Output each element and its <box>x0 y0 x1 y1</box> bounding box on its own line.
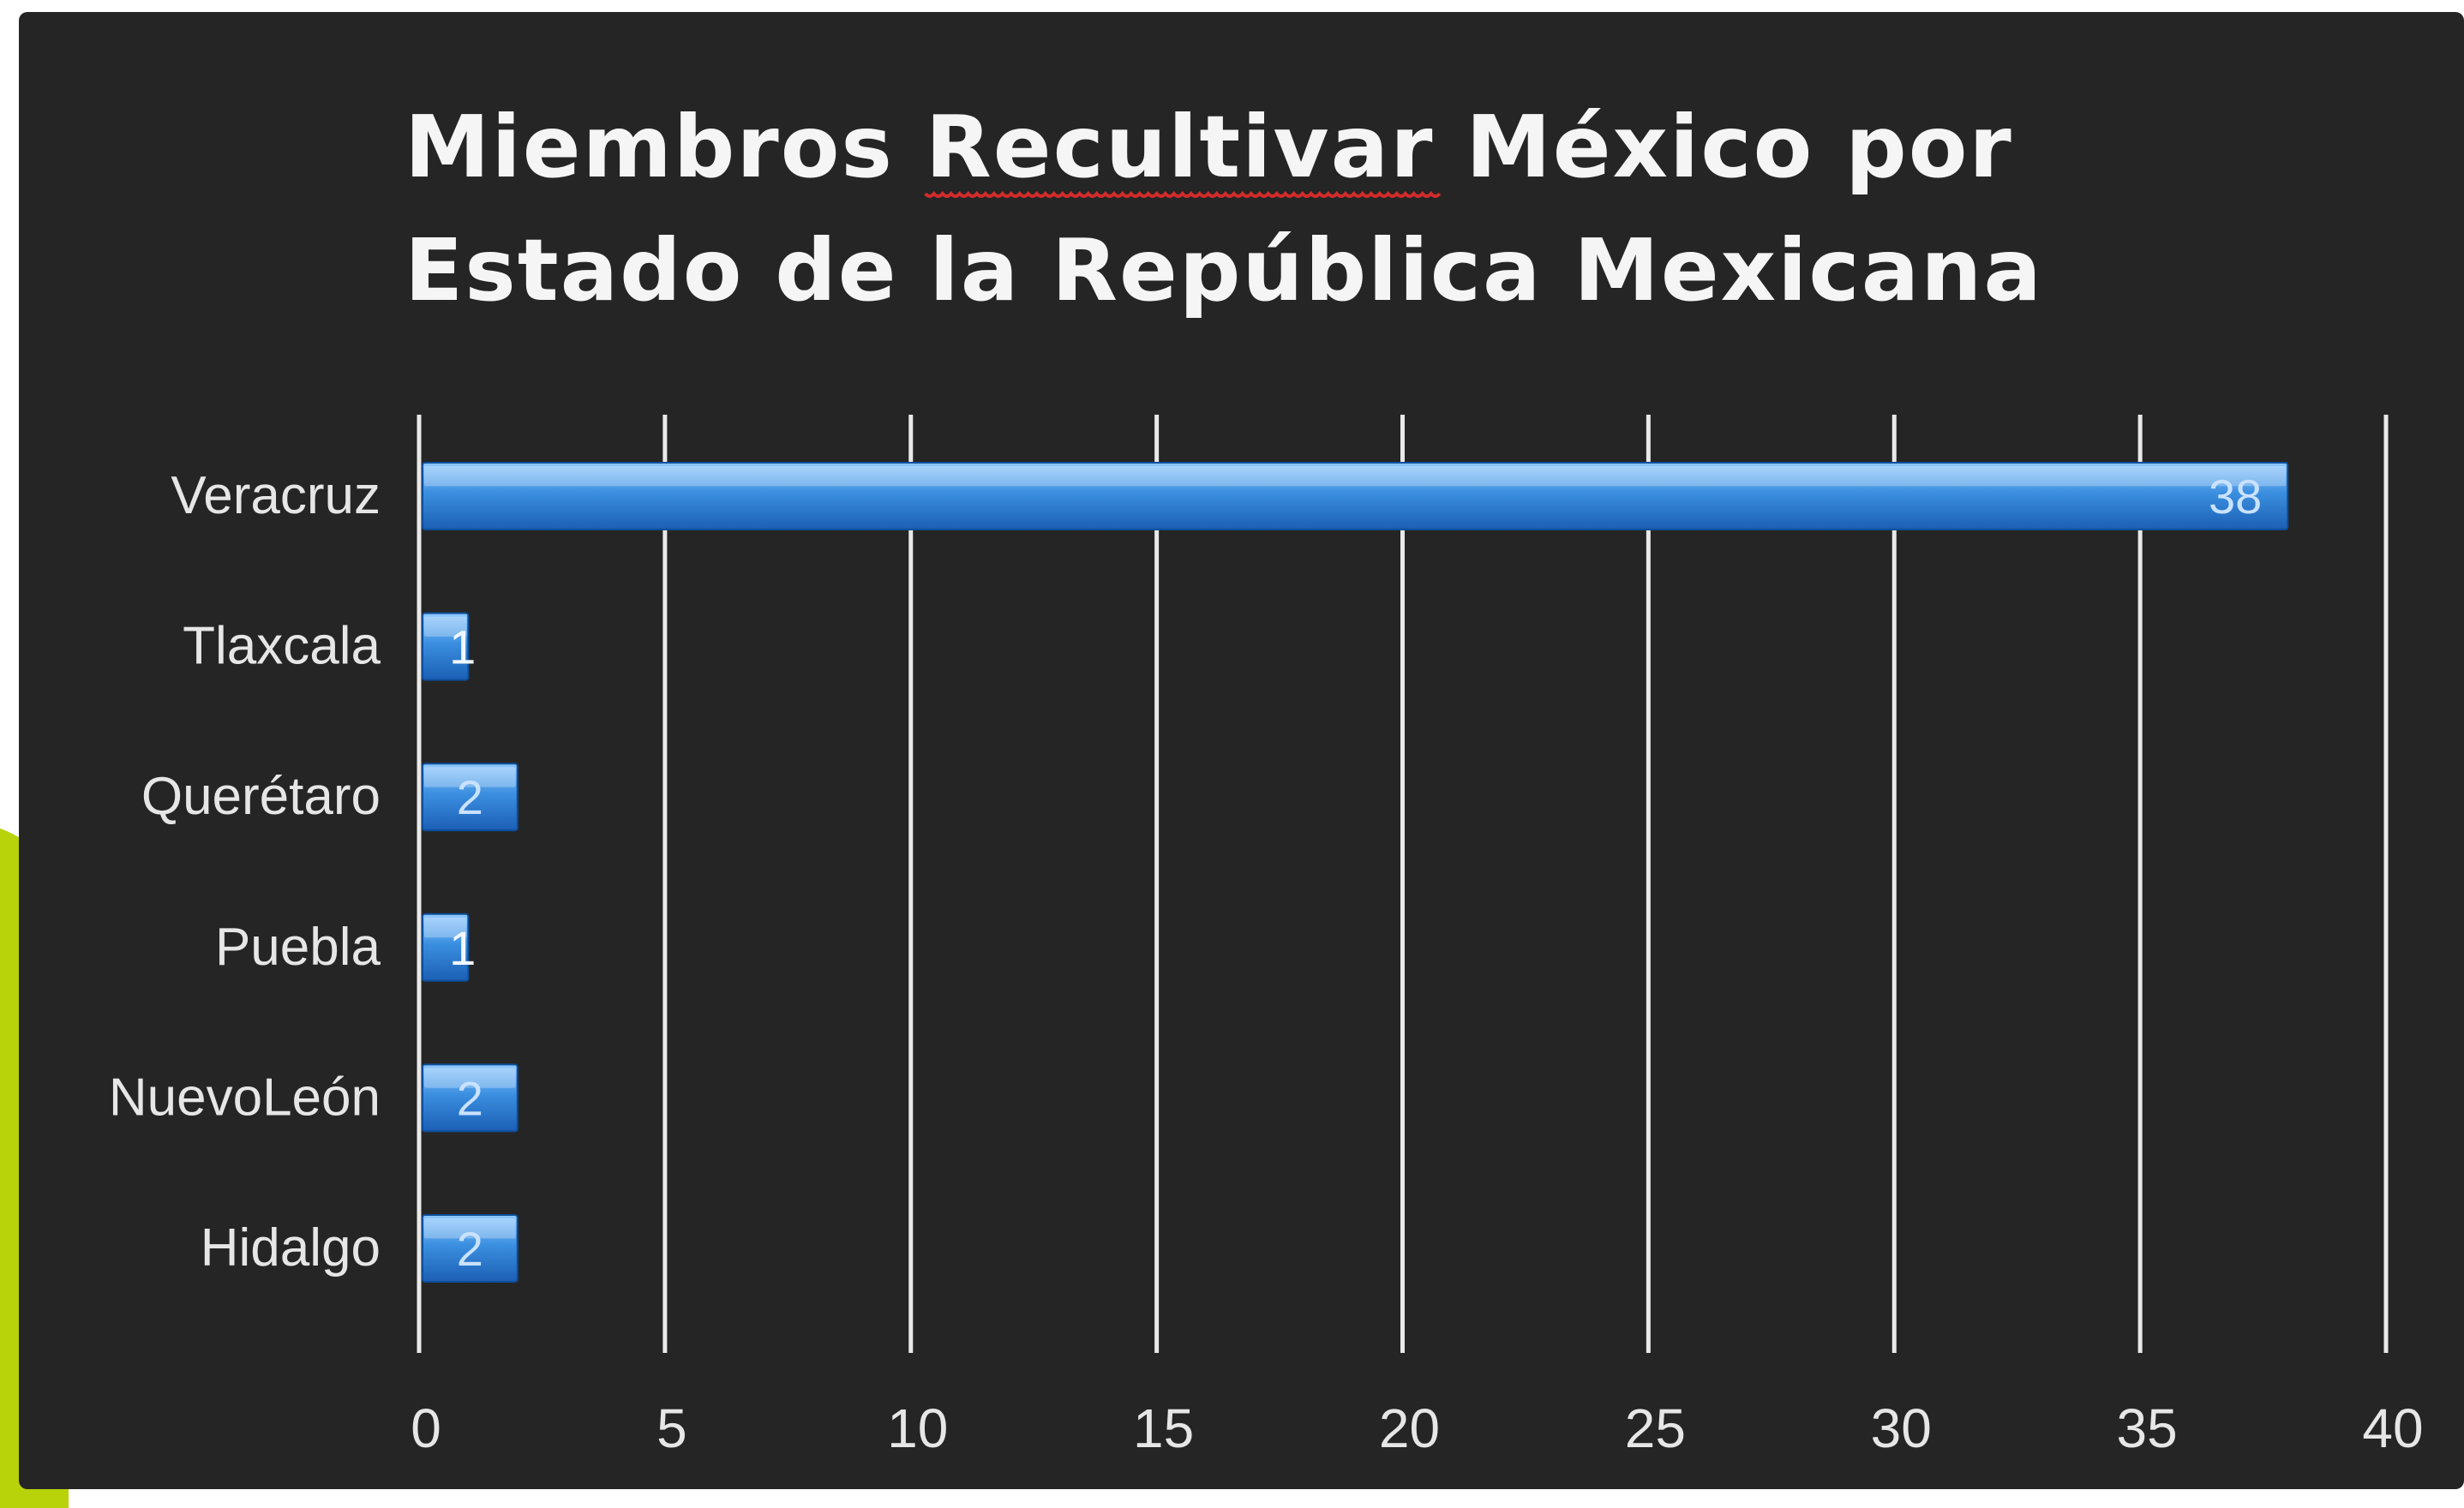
x-axis-tick-labels: 0 5 10 15 20 25 30 35 40 <box>411 1397 2423 1459</box>
bar-highlight <box>424 1218 516 1239</box>
x-tick-label: 10 <box>887 1397 948 1459</box>
bar-puebla <box>422 913 470 982</box>
x-tick-label: 40 <box>2362 1397 2423 1459</box>
bar-highlight <box>424 917 467 938</box>
x-tick-label: 30 <box>1871 1397 1932 1459</box>
chart-panel: Miembros Recultivar México por Estado de… <box>19 12 2464 1489</box>
data-label: 38 <box>2209 470 2262 524</box>
x-tick-label: 35 <box>2117 1397 2178 1459</box>
bar-highlight <box>424 616 467 637</box>
category-label: Veracruz <box>171 466 381 525</box>
data-label: 2 <box>457 1071 483 1125</box>
bar-hidalgo <box>422 1214 519 1283</box>
bar-quertaro <box>422 763 519 832</box>
category-label: Tlaxcala <box>183 617 381 676</box>
x-tick-label: 5 <box>656 1397 687 1459</box>
category-label: Hidalgo <box>201 1218 381 1278</box>
bar-nuevolen <box>422 1063 519 1133</box>
bar-highlight <box>424 1068 516 1088</box>
bar-chart: Miembros Recultivar México por Estado de… <box>109 97 2424 1459</box>
bars: 38 1 2 1 2 2 <box>422 462 2289 1283</box>
chart-title-part: Recultivar <box>926 97 1435 197</box>
data-label: 1 <box>449 921 476 975</box>
category-label: NuevoLeón <box>109 1068 381 1127</box>
bar-veracruz <box>422 462 2289 530</box>
bar-tlaxcala <box>422 612 470 681</box>
x-tick-label: 15 <box>1133 1397 1194 1459</box>
chart-title-part: México por <box>1434 97 2012 197</box>
spellcheck-underline <box>924 190 1442 198</box>
data-label: 2 <box>457 1222 483 1276</box>
x-tick-label: 0 <box>411 1397 441 1459</box>
data-label: 2 <box>457 770 483 824</box>
category-label: Puebla <box>215 918 381 977</box>
gridlines <box>417 415 2389 1353</box>
chart-title: Miembros Recultivar México por Estado de… <box>405 97 2043 320</box>
chart-title-part: Estado de la República Mexicana <box>405 220 2043 320</box>
bar-highlight <box>424 466 2287 487</box>
chart-title-line-2: Estado de la República Mexicana <box>405 220 2043 320</box>
x-tick-label: 25 <box>1625 1397 1686 1459</box>
x-tick-label: 20 <box>1379 1397 1440 1459</box>
bar-highlight <box>424 767 516 787</box>
category-labels: Veracruz Tlaxcala Querétaro Puebla NuevoLeón… <box>109 466 381 1278</box>
category-label: Querétaro <box>141 767 381 826</box>
data-label: 1 <box>449 620 476 674</box>
chart-title-line-1: Miembros Recultivar México por <box>405 97 2013 197</box>
chart-title-part: Miembros <box>405 97 926 197</box>
